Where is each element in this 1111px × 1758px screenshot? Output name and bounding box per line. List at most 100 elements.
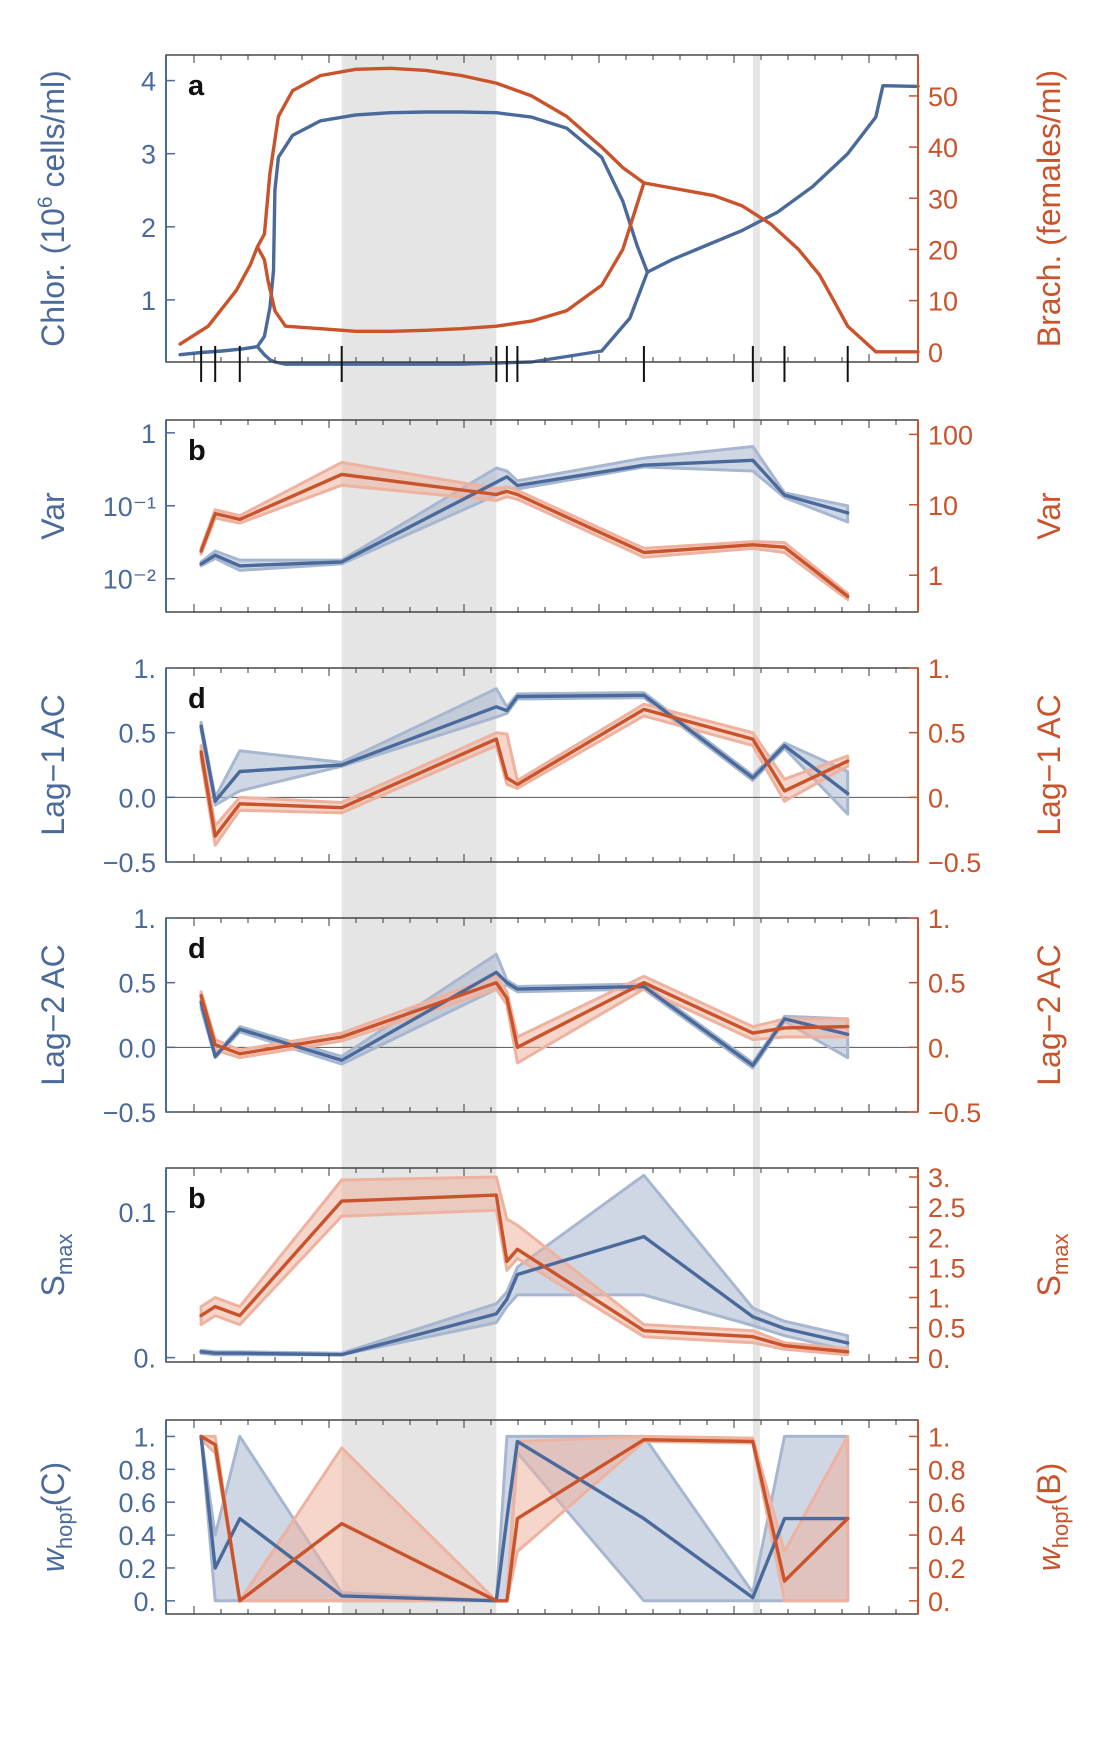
- y-right-tick-label: 0.4: [928, 1521, 966, 1551]
- y-left-tick-label: 0.0: [118, 1033, 156, 1063]
- y-right-tick-label: 2.5: [928, 1193, 966, 1223]
- band-brach: [199, 974, 850, 1065]
- y-left-axis-label: Lag−2 AC: [35, 944, 71, 1085]
- y-right-axis-label: Brach. (females/ml): [1031, 70, 1067, 347]
- band-chlor: [199, 687, 850, 816]
- y-left-tick-label: 1.: [133, 1422, 156, 1452]
- y-left-tick-label: 0.5: [118, 969, 156, 999]
- y-right-axis-label: whopf(B): [1031, 1463, 1073, 1572]
- y-right-axis-label: Var: [1031, 492, 1067, 540]
- series-line-brach-lower: [255, 181, 646, 333]
- panel-letter: b: [188, 435, 206, 467]
- y-left-tick-label: 0.1: [118, 1198, 156, 1228]
- y-right-tick-label: 0.6: [928, 1488, 966, 1518]
- y-left-tick-label: 10⁻¹: [103, 492, 156, 522]
- series-line-chlor: [199, 458, 850, 568]
- y-right-tick-label: 1: [928, 561, 943, 591]
- band-brach: [199, 460, 850, 602]
- y-right-tick-label: 100: [928, 420, 973, 450]
- band-chlor: [199, 952, 850, 1070]
- y-left-tick-label: 1.: [133, 904, 156, 934]
- y-right-tick-label: 3.: [928, 1163, 951, 1193]
- series-line-brach: [199, 981, 850, 1056]
- y-right-tick-label: 1.: [928, 1422, 951, 1452]
- y-right-tick-label: 10: [928, 491, 958, 521]
- series-line-brach: [199, 707, 850, 838]
- band-chlor: [199, 445, 850, 572]
- y-left-tick-label: 1: [141, 419, 156, 449]
- series-line-chlor: [199, 970, 850, 1068]
- band-brach: [199, 1175, 850, 1357]
- y-left-tick-label: 0.5: [118, 719, 156, 749]
- series-line-chlor: [199, 693, 850, 803]
- y-right-tick-label: 50: [928, 82, 958, 112]
- shaded-region: [752, 55, 760, 1614]
- y-right-tick-label: 0.5: [928, 1314, 966, 1344]
- y-right-tick-label: 1.5: [928, 1253, 966, 1283]
- series-line-chlor-lower: [255, 270, 650, 366]
- panel-letter: d: [188, 683, 206, 715]
- y-right-tick-label: 40: [928, 133, 958, 163]
- panel-letter: d: [188, 933, 206, 965]
- y-left-tick-label: 3: [141, 140, 156, 170]
- y-right-tick-label: 1.: [928, 654, 951, 684]
- y-left-tick-label: 4: [141, 67, 156, 97]
- panel-2: 1 10⁻¹ 10⁻² 100 10 1 b Var Var: [35, 419, 1067, 613]
- series-line-brach-upper: [178, 66, 920, 354]
- panel-4: 1. 0.5 0.0 −0.5 1. 0.5 0. −0.5 d Lag−2 AC Lag−2 AC: [35, 904, 1067, 1128]
- y-left-tick-label: 1: [141, 286, 156, 316]
- y-left-axis-label: Var: [35, 492, 71, 540]
- series-line-chlor: [199, 1234, 850, 1357]
- plot-frame: [165, 419, 919, 613]
- y-left-tick-label: −0.5: [103, 848, 156, 878]
- y-left-axis-label: Chlor. (106 cells/ml): [34, 70, 71, 347]
- y-right-tick-label: 0.5: [928, 719, 966, 749]
- y-right-tick-label: −0.5: [928, 1098, 981, 1128]
- y-right-tick-label: 0.: [928, 783, 951, 813]
- y-left-tick-label: 0.6: [118, 1488, 156, 1518]
- panel-6: 1.0.80.60.40.20.1.0.80.60.40.20.whopf(C)…: [35, 1419, 1073, 1617]
- y-right-axis-label: Lag−2 AC: [1031, 944, 1067, 1085]
- band-brach: [199, 1434, 850, 1603]
- y-left-axis-label: Smax: [35, 1234, 77, 1297]
- y-right-tick-label: 10: [928, 287, 958, 317]
- y-right-tick-label: 1.: [928, 904, 951, 934]
- y-right-tick-label: 1.: [928, 1284, 951, 1314]
- y-right-tick-label: 2.: [928, 1223, 951, 1253]
- y-left-axis-label: Lag−1 AC: [35, 694, 71, 835]
- series-line-brach: [199, 1193, 850, 1354]
- y-left-tick-label: 10⁻²: [103, 565, 156, 595]
- band-brach: [199, 702, 850, 847]
- y-right-tick-label: 0.2: [928, 1554, 966, 1584]
- series-line-brach: [199, 1434, 850, 1603]
- band-chlor: [199, 1173, 850, 1357]
- y-right-tick-label: 0.: [928, 1344, 951, 1374]
- y-right-tick-label: 0.5: [928, 969, 966, 999]
- panel-3: 1. 0.5 0.0 −0.5 1. 0.5 0. −0.5 d Lag−1 AC Lag−1 AC: [35, 654, 1067, 878]
- y-left-tick-label: −0.5: [103, 1098, 156, 1128]
- y-right-tick-label: 0.8: [928, 1455, 966, 1485]
- y-left-tick-label: 0.2: [118, 1554, 156, 1584]
- y-right-tick-label: 0: [928, 338, 943, 368]
- shaded-region: [341, 55, 497, 1614]
- y-left-axis-label: whopf(C): [35, 1462, 77, 1572]
- panel-letter: b: [188, 1183, 206, 1215]
- y-right-tick-label: 0.: [928, 1587, 951, 1617]
- y-right-tick-label: 30: [928, 184, 958, 214]
- series-line-chlor-upper: [178, 83, 920, 357]
- panel-letter: a: [188, 70, 205, 102]
- y-right-tick-label: −0.5: [928, 848, 981, 878]
- y-right-axis-label: Lag−1 AC: [1031, 694, 1067, 835]
- y-right-axis-label: Smax: [1031, 1234, 1073, 1297]
- y-left-tick-label: 0.4: [118, 1521, 156, 1551]
- y-left-tick-label: 0.: [133, 1587, 156, 1617]
- y-left-tick-label: 0.: [133, 1344, 156, 1374]
- y-left-tick-label: 2: [141, 213, 156, 243]
- y-left-tick-label: 1.: [133, 654, 156, 684]
- y-right-tick-label: 20: [928, 235, 958, 265]
- series-line-brach: [199, 472, 850, 599]
- y-left-tick-label: 0.0: [118, 783, 156, 813]
